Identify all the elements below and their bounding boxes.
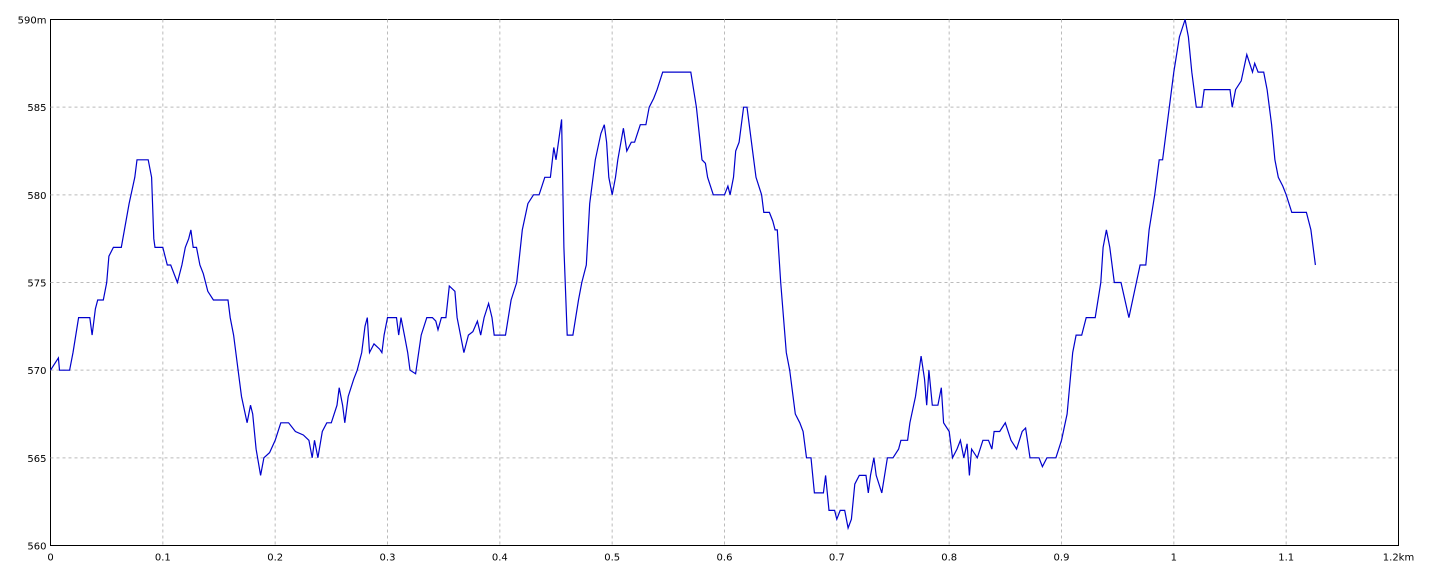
- x-tick-label: 0.4: [492, 553, 508, 564]
- y-tick-label: 565: [27, 454, 46, 465]
- y-tick-label: 580: [27, 191, 46, 202]
- x-tick-label: 0.8: [941, 553, 957, 564]
- x-tick-label: 0.1: [155, 553, 171, 564]
- x-tick-label: 1.2km: [1383, 553, 1414, 564]
- y-tick-label: 585: [27, 103, 46, 114]
- y-tick-label: 575: [27, 279, 46, 290]
- y-tick-label: 560: [27, 542, 46, 553]
- elevation-line: [49, 19, 1316, 531]
- x-tick-label: 0.5: [604, 553, 620, 564]
- x-tick-label: 0.3: [380, 553, 396, 564]
- y-tick-label: 590m: [18, 16, 47, 27]
- x-tick-label: 0.9: [1054, 553, 1070, 564]
- y-tick-label: 570: [27, 366, 46, 377]
- x-tick-label: 0: [47, 553, 53, 564]
- x-tick-label: 1.1: [1278, 553, 1294, 564]
- x-tick-label: 0.6: [717, 553, 733, 564]
- x-tick-label: 0.2: [267, 553, 283, 564]
- x-tick-label: 1: [1171, 553, 1177, 564]
- x-tick-label: 0.7: [829, 553, 845, 564]
